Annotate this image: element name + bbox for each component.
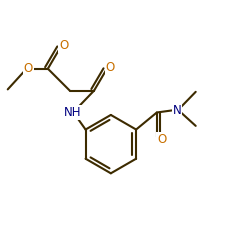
Text: NH: NH	[63, 106, 81, 119]
Text: O: O	[105, 61, 114, 74]
Text: N: N	[173, 104, 182, 117]
Text: O: O	[59, 39, 68, 52]
Text: O: O	[24, 62, 33, 75]
Text: O: O	[157, 133, 166, 146]
